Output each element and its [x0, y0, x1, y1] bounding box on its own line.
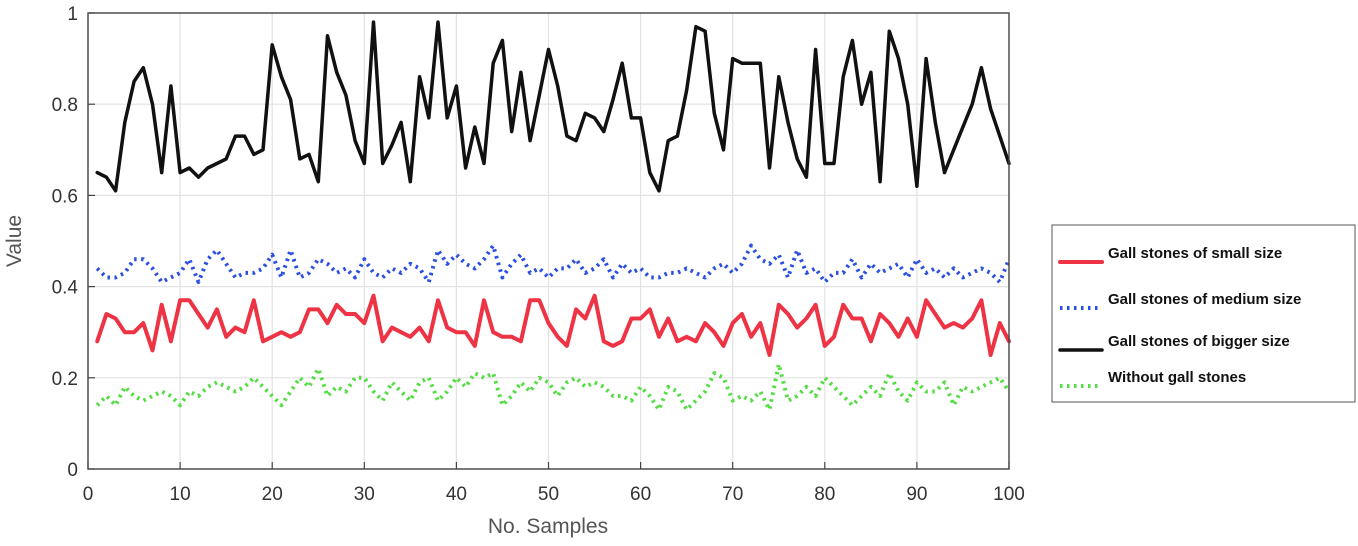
- x-tick-label: 30: [354, 484, 375, 505]
- x-tick-label: 60: [630, 484, 651, 505]
- y-tick-label: 0.8: [52, 95, 78, 116]
- series-lines: [95, 20, 1011, 412]
- x-tick-label: 50: [538, 484, 559, 505]
- legend-label-gall-stones-of-small-size: Gall stones of small size: [1108, 245, 1282, 262]
- y-tick-label: 0.6: [52, 186, 78, 207]
- x-tick-label: 40: [446, 484, 467, 505]
- x-axis-title: No. Samples: [488, 515, 608, 538]
- x-tick-label: 90: [906, 484, 927, 505]
- y-axis-title: Value: [3, 215, 26, 267]
- legend: Gall stones of small size Gall stones of …: [1051, 224, 1356, 403]
- legend-label-gall-stones-of-medium-size: Gall stones of medium size: [1108, 291, 1301, 308]
- x-tick-label: 0: [83, 484, 94, 505]
- series-line-gall-stones-of-small-size: [95, 293, 1011, 357]
- legend-box: [1051, 224, 1356, 403]
- x-tick-label: 100: [993, 484, 1025, 505]
- x-tick-label: 10: [170, 484, 191, 505]
- legend-label-without-gall-stones: Without gall stones: [1108, 369, 1246, 386]
- series-line-gall-stones-of-bigger-size: [95, 20, 1011, 193]
- x-tick-label: 80: [814, 484, 835, 505]
- x-tick-label: 70: [722, 484, 743, 505]
- legend-label-gall-stones-of-bigger-size: Gall stones of bigger size: [1108, 333, 1290, 350]
- axis-ticks: 0 10 20 30 40 50 60 70 80 90 100 0 0.2 0.4 0.6 0.8 1: [52, 4, 1025, 505]
- y-tick-label: 0.4: [52, 278, 79, 299]
- y-tick-label: 0.2: [52, 369, 78, 390]
- y-tick-label: 1: [67, 4, 78, 25]
- x-tick-label: 20: [262, 484, 283, 505]
- y-tick-label: 0: [67, 460, 78, 481]
